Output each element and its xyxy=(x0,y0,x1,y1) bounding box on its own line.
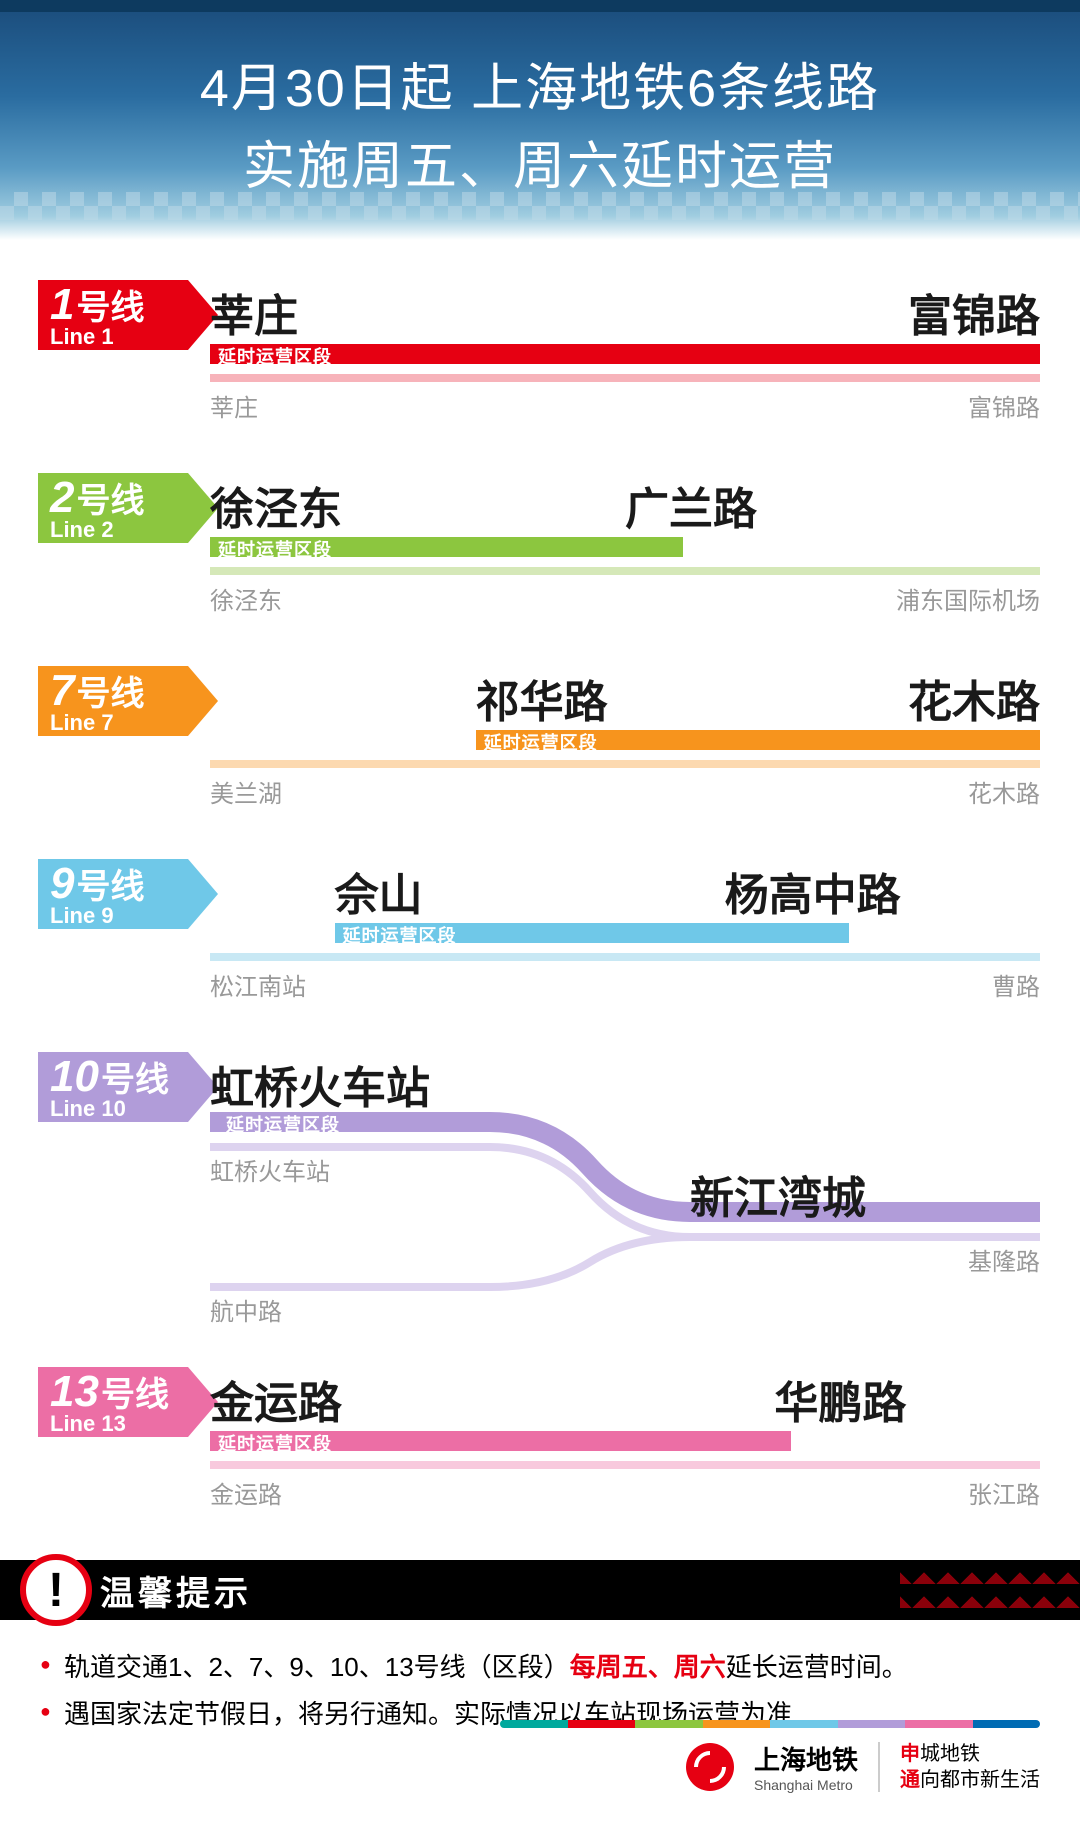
full-line-bar xyxy=(210,1461,1040,1469)
full-line xyxy=(210,760,1040,768)
full-line xyxy=(210,567,1040,575)
ext-stations: 金运路华鹏路 xyxy=(210,1367,1040,1427)
full-end: 富锦路 xyxy=(968,388,1040,423)
ext-start: 佘山 xyxy=(335,859,423,923)
notice-checker-pattern xyxy=(900,1560,1080,1620)
stripe-segment xyxy=(838,1720,906,1728)
lines-container: 1号线Line 1莘庄富锦路延时运营区段莘庄富锦路2号线Line 2徐泾东广兰路… xyxy=(0,240,1080,1505)
footer-divider xyxy=(878,1742,880,1792)
seg-label: 延时运营区段 xyxy=(210,1430,332,1456)
line-badge-13: 13号线Line 13 xyxy=(38,1367,188,1437)
branch-svg xyxy=(210,1112,1040,1312)
brand-cn: 上海地铁 xyxy=(754,1740,858,1777)
full-line-bar xyxy=(210,760,1040,768)
ext-stations: 佘山杨高中路 xyxy=(210,859,1040,919)
full-labels: 徐泾东浦东国际机场 xyxy=(210,581,1040,611)
line-badge-2: 2号线Line 2 xyxy=(38,473,188,543)
notice-title: 温馨提示 xyxy=(100,1566,252,1615)
ext-segment: 延时运营区段 xyxy=(210,730,1040,754)
seg-label: 延时运营区段 xyxy=(210,536,332,562)
seg-label: 延时运营区段 xyxy=(218,1111,340,1137)
header-checker-pattern xyxy=(0,192,1080,220)
ext-start: 莘庄 xyxy=(210,280,298,344)
full-start: 徐泾东 xyxy=(210,581,282,616)
stripe-segment xyxy=(703,1720,771,1728)
line-block-9: 9号线Line 9佘山杨高中路延时运营区段松江南站曹路 xyxy=(40,859,1040,997)
stripe-segment xyxy=(770,1720,838,1728)
metro-logo-icon xyxy=(686,1743,734,1791)
seg-label: 延时运营区段 xyxy=(335,922,457,948)
line-block-13: 13号线Line 13金运路华鹏路延时运营区段金运路张江路 xyxy=(40,1367,1040,1505)
full-end: 基隆路 xyxy=(968,1242,1040,1277)
ext-end: 杨高中路 xyxy=(725,859,901,923)
ext-stations: 莘庄富锦路 xyxy=(210,280,1040,340)
full-labels: 松江南站曹路 xyxy=(210,967,1040,997)
header-banner: 4月30日起 上海地铁6条线路 实施周五、周六延时运营 xyxy=(0,0,1080,240)
stripe-segment xyxy=(973,1720,1041,1728)
full-start: 金运路 xyxy=(210,1475,282,1510)
full-start: 松江南站 xyxy=(210,967,306,1002)
ext-segment: 延时运营区段 xyxy=(210,537,1040,561)
footer: 上海地铁 Shanghai Metro 申城地铁 通向都市新生活 xyxy=(0,1720,1080,1820)
header-line1: 4月30日起 上海地铁6条线路 xyxy=(0,50,1080,128)
brand-block: 上海地铁 Shanghai Metro xyxy=(754,1740,858,1793)
ext-segment: 延时运营区段 xyxy=(210,344,1040,368)
ext-segment-bar xyxy=(210,344,1040,364)
full-start: 虹桥火车站 xyxy=(210,1152,330,1187)
stripe-segment xyxy=(635,1720,703,1728)
ext-stations: 祁华路花木路 xyxy=(210,666,1040,726)
full-line-bar xyxy=(210,567,1040,575)
line-block-7: 7号线Line 7祁华路花木路延时运营区段美兰湖花木路 xyxy=(40,666,1040,804)
line-block-1: 1号线Line 1莘庄富锦路延时运营区段莘庄富锦路 xyxy=(40,280,1040,418)
line10-branch-diagram: 延时运营区段 虹桥火车站 新江湾城 基隆路 航中路 xyxy=(210,1112,1040,1312)
line-block-10: 10号线Line 10 虹桥火车站 延时运营区段 虹桥火车站 新江湾城 基隆路 航… xyxy=(40,1052,1040,1312)
full-line xyxy=(210,374,1040,382)
line-block-2: 2号线Line 2徐泾东广兰路延时运营区段徐泾东浦东国际机场 xyxy=(40,473,1040,611)
full-end: 花木路 xyxy=(968,774,1040,809)
full-line xyxy=(210,953,1040,961)
full-end: 浦东国际机场 xyxy=(896,581,1040,616)
stripe-segment xyxy=(905,1720,973,1728)
line-badge-7: 7号线Line 7 xyxy=(38,666,188,736)
ext-start: 徐泾东 xyxy=(210,473,342,537)
full-line xyxy=(210,1461,1040,1469)
branch-start: 航中路 xyxy=(210,1292,282,1327)
ext-end: 广兰路 xyxy=(625,473,757,537)
notice-item-1: 轨道交通1、2、7、9、10、13号线（区段）每周五、周六延长运营时间。 xyxy=(40,1644,1040,1691)
brand-en: Shanghai Metro xyxy=(754,1777,858,1793)
ext-segment: 延时运营区段 xyxy=(210,1431,1040,1455)
ext-end: 新江湾城 xyxy=(690,1162,866,1226)
ext-start: 虹桥火车站 xyxy=(210,1052,430,1116)
full-line-bar xyxy=(210,374,1040,382)
line-badge-10: 10号线Line 10 xyxy=(38,1052,188,1122)
full-start: 美兰湖 xyxy=(210,774,282,809)
ext-stations: 徐泾东广兰路 xyxy=(210,473,1040,533)
full-labels: 金运路张江路 xyxy=(210,1475,1040,1505)
line-badge-9: 9号线Line 9 xyxy=(38,859,188,929)
ext-start: 祁华路 xyxy=(476,666,608,730)
ext-segment: 延时运营区段 xyxy=(210,923,1040,947)
alert-icon: ! xyxy=(20,1554,92,1626)
full-start: 莘庄 xyxy=(210,388,258,423)
notice-header: ! 温馨提示 xyxy=(0,1560,1080,1620)
full-line-bar xyxy=(210,953,1040,961)
ext-end: 华鹏路 xyxy=(774,1367,906,1431)
footer-content: 上海地铁 Shanghai Metro 申城地铁 通向都市新生活 xyxy=(0,1728,1080,1793)
full-labels: 莘庄富锦路 xyxy=(210,388,1040,418)
seg-label: 延时运营区段 xyxy=(476,729,598,755)
stripe-segment xyxy=(500,1720,568,1728)
ext-end: 富锦路 xyxy=(908,280,1040,344)
ext-end: 花木路 xyxy=(908,666,1040,730)
full-end: 张江路 xyxy=(968,1475,1040,1510)
stripe-segment xyxy=(568,1720,636,1728)
seg-label: 延时运营区段 xyxy=(210,343,332,369)
ext-stations: 虹桥火车站 xyxy=(210,1052,1040,1112)
footer-slogan: 申城地铁 通向都市新生活 xyxy=(900,1741,1040,1793)
footer-stripe xyxy=(500,1720,1040,1728)
line-badge-1: 1号线Line 1 xyxy=(38,280,188,350)
ext-start: 金运路 xyxy=(210,1367,342,1431)
full-end: 曹路 xyxy=(992,967,1040,1002)
full-labels: 美兰湖花木路 xyxy=(210,774,1040,804)
header-title: 4月30日起 上海地铁6条线路 实施周五、周六延时运营 xyxy=(0,50,1080,206)
